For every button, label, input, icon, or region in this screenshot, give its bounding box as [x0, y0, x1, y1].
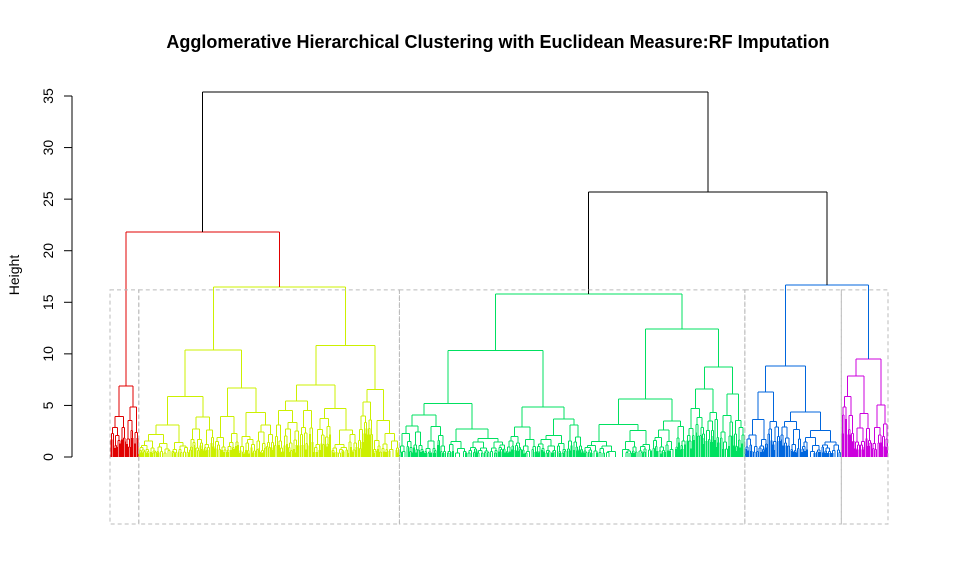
y-tick-label: 30 [40, 140, 56, 156]
cluster-rectangles [109, 289, 889, 525]
cluster-rect [744, 289, 842, 525]
y-tick-label: 0 [40, 453, 56, 461]
y-axis: 0 5 10 15 20 25 30 35 [40, 88, 73, 461]
cluster-rect [840, 289, 889, 525]
chart-title: Agglomerative Hierarchical Clustering wi… [166, 32, 829, 52]
cluster-rect [398, 289, 746, 525]
cluster-rect [138, 289, 400, 525]
y-tick-label: 20 [40, 243, 56, 259]
y-tick-label: 35 [40, 88, 56, 104]
y-tick-label: 5 [40, 401, 56, 409]
y-tick-label: 15 [40, 294, 56, 310]
y-tick-label: 25 [40, 191, 56, 207]
y-tick-label: 10 [40, 346, 56, 362]
cluster-rect [109, 289, 140, 525]
y-axis-label: Height [6, 255, 22, 296]
dendrogram-tree [110, 91, 889, 457]
